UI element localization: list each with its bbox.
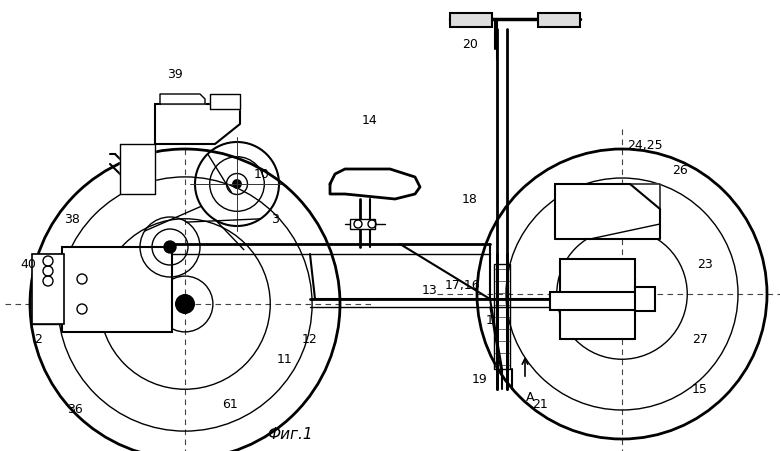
Text: 3: 3 [271,213,279,226]
Text: 23: 23 [697,258,713,271]
Bar [350,220,375,230]
Text: 61: 61 [222,398,238,410]
Text: 39: 39 [167,69,183,81]
Text: 19: 19 [472,373,488,386]
Text: 21: 21 [532,398,548,410]
Text: 17,16: 17,16 [444,278,480,291]
Text: 2: 2 [34,333,42,346]
Bar [550,292,640,310]
Circle shape [232,180,241,189]
Text: 11: 11 [277,353,292,366]
Text: A: A [526,391,534,404]
Polygon shape [120,145,155,194]
Text: 12: 12 [302,333,318,346]
Text: 18: 18 [462,193,478,206]
Bar [538,14,580,28]
Polygon shape [160,95,205,105]
Text: 26: 26 [672,163,688,176]
Polygon shape [210,95,240,110]
Polygon shape [555,184,660,239]
Bar [450,14,492,28]
Text: 27: 27 [692,333,708,346]
Text: 38: 38 [64,213,80,226]
Polygon shape [555,184,660,239]
Text: 20: 20 [462,38,478,51]
Bar [560,259,635,339]
Bar [62,248,172,332]
Bar [635,287,655,311]
Circle shape [176,295,194,313]
Circle shape [608,280,636,309]
Text: 13: 13 [422,283,438,296]
Polygon shape [330,170,420,199]
Text: 40: 40 [20,258,36,271]
Text: Фиг.1: Фиг.1 [268,427,313,442]
Text: 24,25: 24,25 [627,138,663,151]
Circle shape [164,241,176,253]
Polygon shape [155,105,240,145]
Text: 15: 15 [692,382,708,396]
Bar [32,254,64,324]
Text: 14: 14 [362,113,378,126]
Text: 36: 36 [67,403,83,415]
Bar [494,264,510,369]
Text: 10: 10 [254,168,270,181]
Text: 1: 1 [486,313,494,326]
